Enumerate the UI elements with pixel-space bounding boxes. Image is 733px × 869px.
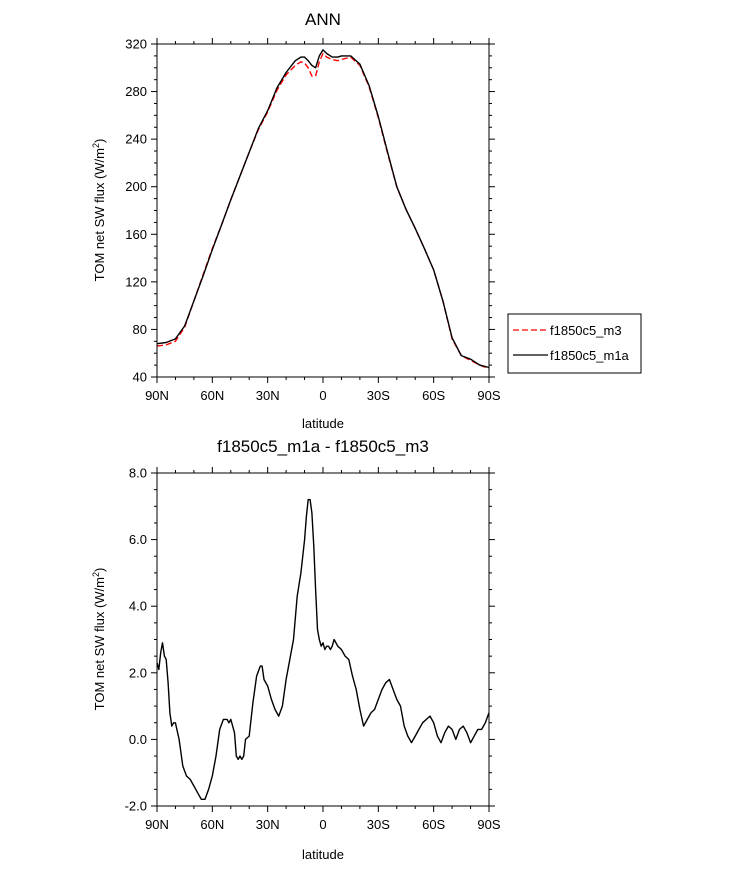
y-tick-label: 120 [125, 274, 147, 289]
panel-bottom-ylabel-main: TOM net SW flux (W/m [92, 577, 107, 710]
x-tick-label: 60S [422, 388, 445, 403]
panel-top-ylabel: TOM net SW flux (W/m2) [91, 139, 107, 282]
y-tick-label: 40 [133, 370, 147, 385]
x-tick-label: 30S [367, 388, 390, 403]
x-tick-label: 30N [256, 817, 280, 832]
y-tick-label: 200 [125, 179, 147, 194]
panel-bottom: f1850c5_m1a - f1850c5_m3 90N 60N 30N 0 30S 60… [91, 437, 501, 862]
panel-top-xlabel: latitude [302, 416, 344, 431]
y-tick-label: 80 [133, 322, 147, 337]
y-tick-label: 280 [125, 84, 147, 99]
x-tick-label: 90N [145, 817, 169, 832]
series-line-f1850c5-m1a [156, 49, 490, 369]
x-tick-label: 0 [319, 388, 326, 403]
x-tick-label: 30S [367, 817, 390, 832]
panel-bottom-frame [156, 472, 490, 807]
x-tick-label: 60S [422, 817, 445, 832]
x-tick-label: 60N [200, 388, 224, 403]
y-tick-label: 240 [125, 132, 147, 147]
panel-bottom-ylabel-sup: 2 [91, 572, 101, 577]
panel-top: ANN 90N 60N 30N 0 30S 60S 90S 40 80 120 160 200 240 2… [91, 10, 642, 431]
panel-top-series [156, 49, 490, 370]
panel-top-title: ANN [305, 10, 341, 29]
panel-bottom-ylabel-close: ) [92, 568, 107, 572]
y-tick-label: 4.0 [129, 599, 147, 614]
panel-bottom-ylabel: TOM net SW flux (W/m2) [91, 568, 107, 711]
y-tick-label: 0.0 [129, 732, 147, 747]
legend-entry-m3: f1850c5_m3 [550, 323, 622, 338]
y-tick-label: 160 [125, 227, 147, 242]
y-tick-label: -2.0 [125, 799, 147, 814]
panel-bottom-series [156, 498, 490, 800]
panel-top-ylabel-sup: 2 [91, 143, 101, 148]
x-tick-label: 30N [256, 388, 280, 403]
legend-box [507, 313, 642, 374]
x-tick-label: 90S [477, 817, 500, 832]
panel-top-ylabel-main: TOM net SW flux (W/m [92, 148, 107, 281]
panel-top-frame [156, 43, 490, 378]
legend-entry-m1a: f1850c5_m1a [550, 348, 630, 363]
panel-top-ticks: 90N 60N 30N 0 30S 60S 90S 40 80 120 160 200 240 280 32… [125, 37, 501, 404]
panel-top-ylabel-close: ) [92, 139, 107, 143]
panel-bottom-title: f1850c5_m1a - f1850c5_m3 [217, 437, 429, 456]
x-tick-label: 90S [477, 388, 500, 403]
panel-bottom-xlabel: latitude [302, 847, 344, 862]
series-line-f1850c5-m1a-f1850c5-m3 [156, 498, 490, 800]
series-line-f1850c5-m3 [156, 52, 490, 370]
y-tick-label: 320 [125, 37, 147, 52]
x-tick-label: 60N [200, 817, 224, 832]
x-tick-label: 90N [145, 388, 169, 403]
x-tick-label: 0 [319, 817, 326, 832]
y-tick-label: 6.0 [129, 532, 147, 547]
y-tick-label: 2.0 [129, 665, 147, 680]
legend: f1850c5_m3 f1850c5_m1a [507, 313, 642, 374]
y-tick-label: 8.0 [129, 466, 147, 481]
